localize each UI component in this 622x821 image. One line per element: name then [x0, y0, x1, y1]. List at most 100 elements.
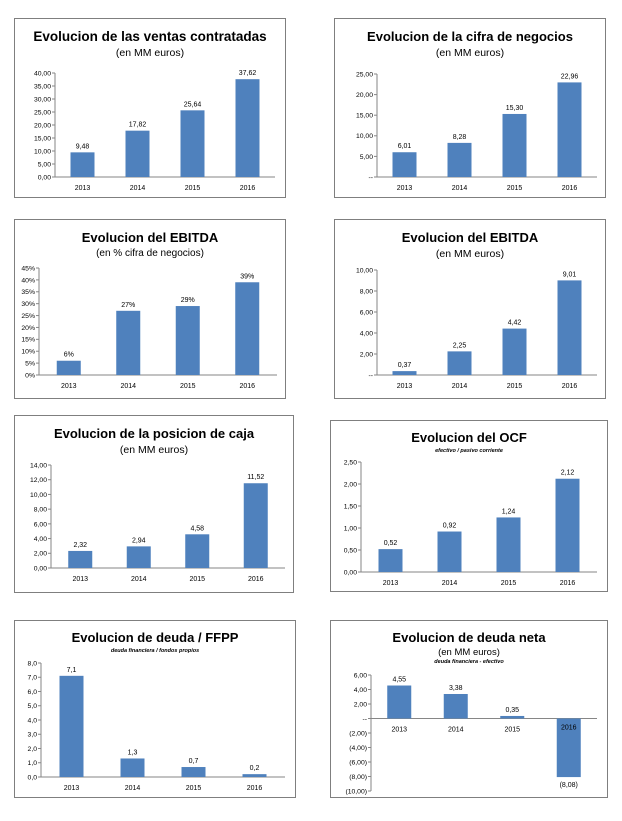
y-tick-label: 6,0 — [28, 689, 38, 696]
bar-value-label: 9,48 — [76, 143, 90, 150]
x-category-label: 2016 — [560, 580, 576, 587]
y-tick-label: 2,00 — [360, 351, 373, 358]
y-tick-label: 25,00 — [356, 71, 373, 78]
y-tick-label: 6,00 — [354, 672, 367, 679]
y-tick-label: 10,00 — [34, 148, 51, 155]
chart-plot: -- 2,00 4,00 6,00 8,00 10,00 0,37 2013 2,25 2014 4… — [356, 267, 597, 390]
y-tick-label: 4,0 — [28, 717, 38, 724]
bar — [180, 110, 205, 177]
bar-value-label: 2,32 — [73, 542, 87, 549]
bar — [496, 517, 521, 572]
y-tick-label: 1,0 — [28, 760, 38, 767]
y-tick-label: 4,00 — [34, 536, 47, 543]
chart-note: efectivo / pasivo corriente — [435, 448, 503, 454]
bar — [235, 282, 260, 375]
y-tick-label: 35% — [21, 289, 35, 296]
y-tick-label: 25% — [21, 313, 35, 320]
bar-value-label: 8,28 — [453, 134, 467, 141]
y-tick-label: -- — [362, 716, 367, 723]
y-tick-label: 5,0 — [28, 703, 38, 710]
x-category-label: 2016 — [561, 725, 577, 732]
bar — [502, 113, 527, 177]
y-tick-label: 0,50 — [344, 547, 357, 554]
y-tick-label: 5,00 — [38, 161, 51, 168]
y-tick-label: 4,00 — [360, 330, 373, 337]
bar-value-label: 37,62 — [239, 70, 257, 77]
bar-value-label: 17,82 — [129, 122, 147, 129]
bar-value-label: 6% — [64, 352, 74, 359]
chart-plot: 0,00 0,50 1,00 1,50 2,00 2,50 0,52 2013 0,92 2014… — [344, 459, 597, 587]
y-tick-label: 2,50 — [344, 459, 357, 466]
chart-title: Evolucion del EBITDA — [401, 230, 539, 245]
y-tick-label: 8,0 — [28, 660, 38, 667]
chart-title: Evolucion de la cifra de negocios — [367, 29, 573, 44]
chart-panel-ebitda-pct: Evolucion del EBITDA (en % cifra de nego… — [14, 219, 286, 399]
bar — [116, 310, 141, 375]
y-tick-label: 0,0 — [28, 774, 38, 781]
y-tick-label: 0% — [25, 372, 35, 379]
chart-subtitle: (en MM euros) — [435, 248, 505, 260]
bar-value-label: 39% — [240, 273, 254, 280]
bar — [557, 82, 582, 177]
y-tick-label: 2,00 — [344, 481, 357, 488]
bar — [70, 152, 95, 177]
bar-value-label: 25,64 — [184, 101, 202, 108]
x-category-label: 2014 — [131, 576, 147, 583]
bar-value-label: 4,58 — [190, 525, 204, 532]
x-category-label: 2014 — [448, 727, 464, 734]
bar-value-label: 2,25 — [453, 342, 467, 349]
y-tick-label: 10,00 — [356, 133, 373, 140]
bar — [447, 351, 472, 375]
bar — [56, 360, 81, 375]
y-tick-label: 45% — [21, 265, 35, 272]
chart-title: Evolucion del OCF — [411, 430, 527, 445]
bar — [242, 774, 267, 777]
x-category-label: 2015 — [180, 383, 196, 390]
bar — [68, 550, 93, 568]
y-tick-label: 40,00 — [34, 70, 51, 77]
bar — [555, 478, 580, 572]
bar-value-label: 0,92 — [443, 523, 457, 530]
x-category-label: 2013 — [397, 383, 413, 390]
y-tick-label: 8,00 — [34, 507, 47, 514]
y-tick-label: 14,00 — [30, 462, 47, 469]
chart-panel-deuda-neta: Evolucion de deuda neta (en MM euros) de… — [330, 620, 608, 798]
bar — [120, 758, 145, 777]
bar-value-label: 15,30 — [506, 105, 524, 112]
chart-subtitle: (en % cifra de negocios) — [96, 248, 204, 259]
x-category-label: 2013 — [72, 576, 88, 583]
bar-value-label: 22,96 — [561, 73, 579, 80]
y-tick-label: 4,00 — [354, 687, 367, 694]
y-tick-label: 8,00 — [360, 288, 373, 295]
x-category-label: 2015 — [507, 185, 523, 192]
y-tick-label: 35,00 — [34, 83, 51, 90]
bar-value-label: 1,3 — [128, 749, 138, 756]
bar — [387, 685, 412, 719]
bar — [185, 534, 210, 568]
chart-panel-ocf: Evolucion del OCF efectivo / pasivo corr… — [330, 420, 608, 592]
chart-title: Evolucion del EBITDA — [81, 230, 219, 245]
chart-panel-ventas: Evolucion de las ventas contratadas (en … — [14, 18, 286, 198]
y-tick-label: 10% — [21, 349, 35, 356]
x-category-label: 2016 — [240, 185, 256, 192]
chart-plot: (10,00) (8,00) (6,00) (4,00) (2,00) -- 2,00 4,0… — [345, 672, 597, 795]
x-category-label: 2013 — [397, 185, 413, 192]
chart-plot: 0,00 2,00 4,00 6,00 8,00 10,00 12,00 14,00 2,32 2… — [30, 462, 285, 583]
y-tick-label: (4,00) — [349, 745, 367, 752]
y-tick-label: 0,00 — [34, 565, 47, 572]
y-tick-label: 15,00 — [356, 113, 373, 120]
chart-subtitle: (en MM euros) — [438, 647, 500, 658]
bar — [175, 306, 200, 375]
bar-value-label: 11,52 — [247, 474, 264, 481]
x-category-label: 2015 — [504, 727, 520, 734]
bar-value-label: 2,94 — [132, 537, 146, 544]
bar-value-label: 0,52 — [384, 540, 398, 547]
y-tick-label: 40% — [21, 277, 35, 284]
bar-value-label: 9,01 — [563, 271, 577, 278]
bar-value-label: 2,12 — [561, 470, 575, 477]
y-tick-label: 6,00 — [360, 309, 373, 316]
x-category-label: 2016 — [239, 383, 255, 390]
chart-panel-ebitda-mm: Evolucion del EBITDA (en MM euros) -- 2,0… — [334, 219, 606, 399]
chart-plot: 0,0 1,0 2,0 3,0 4,0 5,0 6,0 7,0 8,0 7,1 2013 1,3 201… — [28, 660, 285, 792]
chart-plot: 0% 5% 10% 15% 20% 25% 30% 35% 40% 45% 6% 2013 27% 201… — [21, 265, 277, 390]
